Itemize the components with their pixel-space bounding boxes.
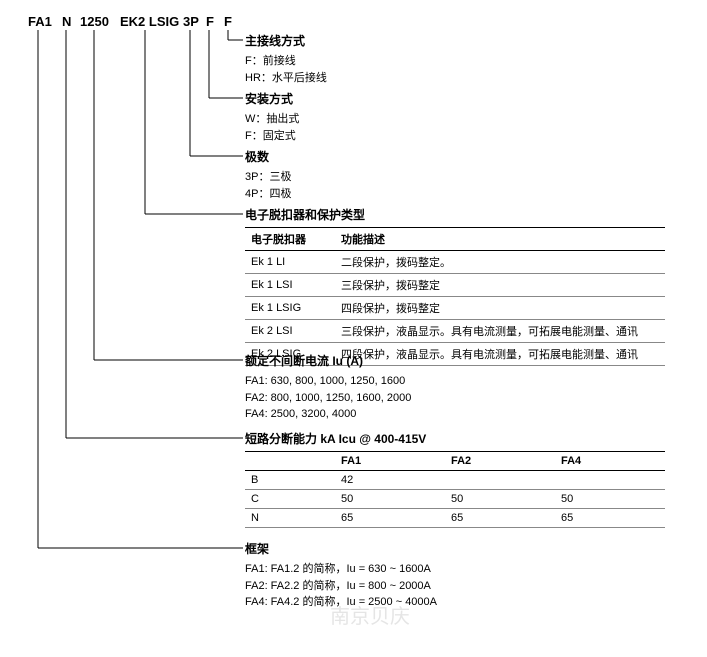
release-cell: 三段保护，拨码整定 — [335, 274, 665, 297]
section-installation: 安装方式 W：抽出式F：固定式 — [245, 90, 677, 144]
installation-line-1: F：固定式 — [245, 128, 677, 145]
breaking-th-0 — [245, 452, 335, 471]
release-cell: Ek 2 LSI — [245, 320, 335, 343]
code-part-1: N — [62, 14, 71, 29]
release-th-0: 电子脱扣器 — [245, 228, 335, 251]
breaking-cell: 50 — [445, 490, 555, 509]
poles-line-0: 3P：三极 — [245, 169, 677, 186]
breaking-cell: 42 — [335, 471, 445, 490]
release-row: Ek 1 LI二段保护，拨码整定。 — [245, 251, 665, 274]
rated-line-2: FA4: 2500, 3200, 4000 — [245, 406, 677, 423]
poles-line-1: 4P：四极 — [245, 186, 677, 203]
breaking-row: B42 — [245, 471, 665, 490]
code-part-3: EK2 LSIG — [120, 14, 179, 29]
breaking-table: FA1FA2FA4 B42C505050N656565 — [245, 451, 665, 528]
breaking-title: 短路分断能力 kA Icu @ 400-415V — [245, 430, 677, 447]
section-frame: 框架 FA1: FA1.2 的简称，Iu = 630 ~ 1600AFA2: F… — [245, 540, 677, 611]
release-th-1: 功能描述 — [335, 228, 665, 251]
connection-line-0: F：前接线 — [245, 53, 677, 70]
breaking-th-3: FA4 — [555, 452, 665, 471]
release-cell: Ek 1 LSIG — [245, 297, 335, 320]
release-cell: 二段保护，拨码整定。 — [335, 251, 665, 274]
poles-title: 极数 — [245, 148, 677, 165]
section-connection: 主接线方式 F：前接线HR：水平后接线 — [245, 32, 677, 86]
rated-title: 额定不间断电流 Iu (A) — [245, 352, 677, 369]
connection-title: 主接线方式 — [245, 32, 677, 49]
breaking-cell: N — [245, 509, 335, 528]
watermark-text: 南京贝庆 — [330, 600, 410, 629]
frame-title: 框架 — [245, 540, 677, 557]
section-poles: 极数 3P：三极4P：四极 — [245, 148, 677, 202]
code-part-6: F — [224, 14, 232, 29]
breaking-th-1: FA1 — [335, 452, 445, 471]
release-row: Ek 2 LSI三段保护，液晶显示。具有电流测量，可拓展电能测量、通讯 — [245, 320, 665, 343]
code-part-4: 3P — [183, 14, 199, 29]
frame-line-2: FA4: FA4.2 的简称，Iu = 2500 ~ 4000A — [245, 594, 677, 611]
breaking-th-2: FA2 — [445, 452, 555, 471]
release-row: Ek 1 LSIG四段保护，拨码整定 — [245, 297, 665, 320]
breaking-cell: 50 — [335, 490, 445, 509]
release-title: 电子脱扣器和保护类型 — [245, 206, 677, 223]
release-table: 电子脱扣器功能描述 Ek 1 LI二段保护，拨码整定。Ek 1 LSI三段保护，… — [245, 227, 665, 366]
release-row: Ek 1 LSI三段保护，拨码整定 — [245, 274, 665, 297]
release-cell: Ek 1 LSI — [245, 274, 335, 297]
section-rated: 额定不间断电流 Iu (A) FA1: 630, 800, 1000, 1250… — [245, 352, 677, 423]
breaking-cell: C — [245, 490, 335, 509]
breaking-cell: 50 — [555, 490, 665, 509]
rated-line-1: FA2: 800, 1000, 1250, 1600, 2000 — [245, 390, 677, 407]
section-release: 电子脱扣器和保护类型 电子脱扣器功能描述 Ek 1 LI二段保护，拨码整定。Ek… — [245, 206, 677, 366]
breaking-row: N656565 — [245, 509, 665, 528]
section-breaking: 短路分断能力 kA Icu @ 400-415V FA1FA2FA4 B42C5… — [245, 430, 677, 528]
frame-line-1: FA2: FA2.2 的简称，Iu = 800 ~ 2000A — [245, 578, 677, 595]
breaking-cell: 65 — [555, 509, 665, 528]
breaking-row: C505050 — [245, 490, 665, 509]
breaking-cell: 65 — [445, 509, 555, 528]
frame-line-0: FA1: FA1.2 的简称，Iu = 630 ~ 1600A — [245, 561, 677, 578]
code-part-5: F — [206, 14, 214, 29]
breaking-cell — [555, 471, 665, 490]
code-part-2: 1250 — [80, 14, 109, 29]
breaking-cell: B — [245, 471, 335, 490]
code-part-0: FA1 — [28, 14, 52, 29]
release-cell: Ek 1 LI — [245, 251, 335, 274]
installation-line-0: W：抽出式 — [245, 111, 677, 128]
breaking-cell — [445, 471, 555, 490]
installation-title: 安装方式 — [245, 90, 677, 107]
connection-line-1: HR：水平后接线 — [245, 70, 677, 87]
release-cell: 四段保护，拨码整定 — [335, 297, 665, 320]
release-cell: 三段保护，液晶显示。具有电流测量，可拓展电能测量、通讯 — [335, 320, 665, 343]
rated-line-0: FA1: 630, 800, 1000, 1250, 1600 — [245, 373, 677, 390]
breaking-cell: 65 — [335, 509, 445, 528]
